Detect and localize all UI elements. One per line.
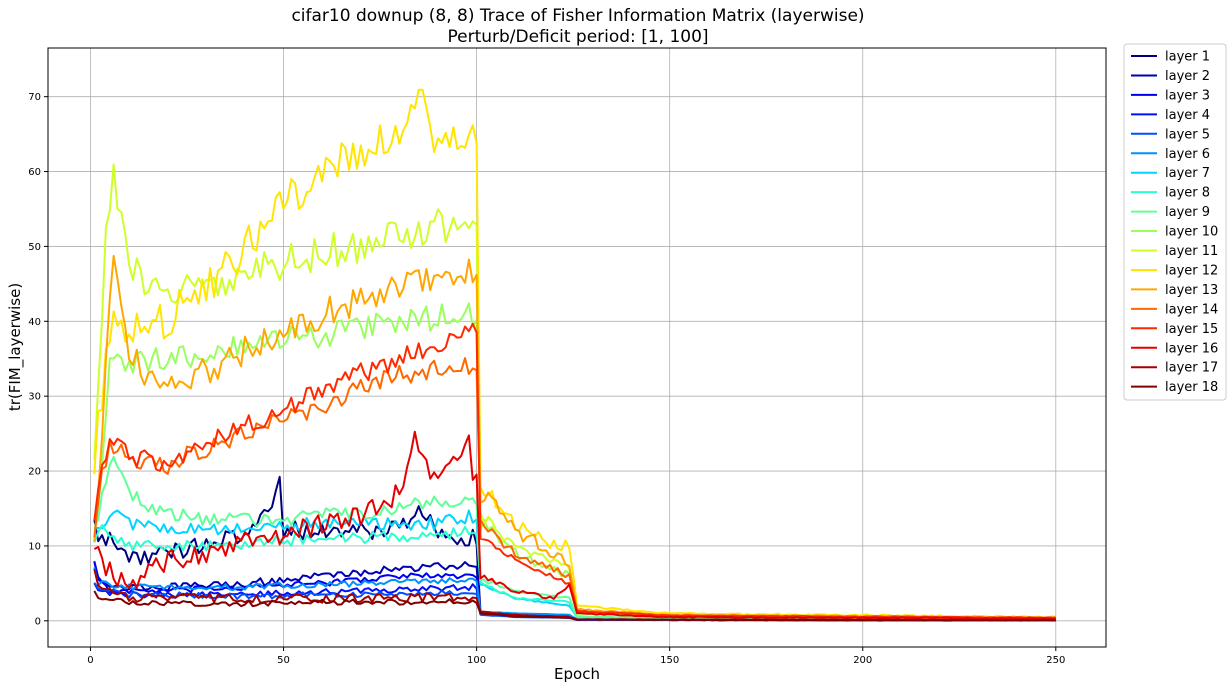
legend-label: layer 3 bbox=[1165, 88, 1210, 103]
y-tick-label: 30 bbox=[28, 392, 41, 403]
legend-label: layer 11 bbox=[1165, 244, 1218, 259]
legend-label: layer 8 bbox=[1165, 186, 1210, 201]
legend-label: layer 18 bbox=[1165, 380, 1218, 395]
series-line-layer-13 bbox=[93, 254, 1056, 620]
series-line-layer-14 bbox=[93, 357, 1056, 620]
plot-series bbox=[93, 88, 1056, 622]
axis-ticks: 0 50 100 150 200 250 0 10 20 30 40 50 60 70 bbox=[28, 92, 1065, 666]
x-tick-label: 150 bbox=[660, 655, 679, 666]
legend-label: layer 4 bbox=[1165, 108, 1210, 123]
legend-label: layer 16 bbox=[1165, 341, 1218, 356]
plot-frame bbox=[47, 47, 1107, 648]
y-tick-label: 70 bbox=[28, 92, 41, 103]
x-tick-label: 100 bbox=[467, 655, 486, 666]
y-tick-label: 40 bbox=[28, 317, 41, 328]
legend: layer 1 layer 2 layer 3 layer 4 layer 5 layer… bbox=[1123, 43, 1227, 401]
y-tick-label: 20 bbox=[28, 467, 41, 478]
x-tick-label: 0 bbox=[87, 655, 93, 666]
legend-label: layer 6 bbox=[1165, 147, 1210, 162]
legend-label: layer 12 bbox=[1165, 263, 1218, 278]
legend-label: layer 7 bbox=[1165, 166, 1210, 181]
legend-label: layer 13 bbox=[1165, 283, 1218, 298]
y-tick-label: 0 bbox=[35, 616, 41, 627]
x-axis-label: Epoch bbox=[554, 665, 600, 683]
y-axis-label: tr(FIM_layerwise) bbox=[6, 283, 25, 411]
y-tick-label: 50 bbox=[28, 242, 41, 253]
legend-label: layer 9 bbox=[1165, 205, 1210, 220]
legend-label: layer 1 bbox=[1165, 50, 1210, 65]
legend-label: layer 10 bbox=[1165, 225, 1218, 240]
series-line-layer-18 bbox=[93, 590, 1056, 622]
legend-label: layer 14 bbox=[1165, 302, 1218, 317]
x-tick-label: 50 bbox=[277, 655, 290, 666]
series-line-layer-16 bbox=[93, 430, 1056, 620]
x-tick-label: 250 bbox=[1046, 655, 1065, 666]
x-tick-label: 200 bbox=[853, 655, 872, 666]
grid-lines bbox=[48, 48, 1106, 647]
chart-title-line-1: cifar10 downup (8, 8) Trace of Fisher In… bbox=[291, 6, 864, 26]
chart-title-line-2: Perturb/Deficit period: [1, 100] bbox=[447, 27, 708, 47]
legend-label: layer 15 bbox=[1165, 322, 1218, 337]
legend-label: layer 17 bbox=[1165, 361, 1218, 376]
y-tick-label: 10 bbox=[28, 541, 41, 552]
y-tick-label: 60 bbox=[28, 167, 41, 178]
legend-label: layer 2 bbox=[1165, 69, 1210, 84]
legend-label: layer 5 bbox=[1165, 127, 1210, 142]
series-line-layer-11 bbox=[93, 163, 1056, 620]
series-line-layer-10 bbox=[93, 302, 1056, 620]
